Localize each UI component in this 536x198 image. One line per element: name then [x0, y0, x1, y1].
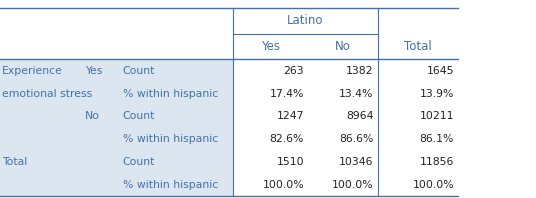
Bar	[0, 150, 121, 173]
Bar	[0, 105, 121, 128]
Text: emotional stress: emotional stress	[2, 89, 92, 99]
Text: Experience: Experience	[2, 66, 63, 76]
Text: No: No	[85, 111, 100, 121]
Bar	[0, 173, 121, 196]
Text: 1645: 1645	[427, 66, 454, 76]
Text: 11856: 11856	[420, 157, 454, 167]
Text: 86.1%: 86.1%	[420, 134, 454, 144]
Text: 13.9%: 13.9%	[420, 89, 454, 99]
Bar	[121, 82, 233, 105]
Text: 263: 263	[284, 66, 304, 76]
Text: % within hispanic: % within hispanic	[123, 134, 218, 144]
Text: 17.4%: 17.4%	[270, 89, 304, 99]
Text: Count: Count	[123, 157, 155, 167]
Text: No: No	[335, 40, 351, 53]
Text: 8964: 8964	[346, 111, 374, 121]
Text: 100.0%: 100.0%	[262, 180, 304, 190]
Text: 10211: 10211	[420, 111, 454, 121]
Text: 10346: 10346	[339, 157, 374, 167]
Bar	[0, 82, 121, 105]
Bar	[121, 150, 233, 173]
Bar	[121, 105, 233, 128]
Text: 86.6%: 86.6%	[339, 134, 374, 144]
Text: Total: Total	[2, 157, 27, 167]
Text: 1382: 1382	[346, 66, 374, 76]
Bar	[0, 128, 121, 150]
Text: Total: Total	[404, 40, 432, 53]
Text: 1510: 1510	[276, 157, 304, 167]
Bar	[121, 59, 233, 82]
Bar	[121, 128, 233, 150]
Text: Count: Count	[123, 111, 155, 121]
Text: 100.0%: 100.0%	[332, 180, 374, 190]
Bar	[121, 173, 233, 196]
Text: 1247: 1247	[277, 111, 304, 121]
Text: Latino: Latino	[287, 14, 324, 27]
Text: 82.6%: 82.6%	[270, 134, 304, 144]
Text: Count: Count	[123, 66, 155, 76]
Bar	[0, 59, 121, 82]
Text: Yes: Yes	[85, 66, 102, 76]
Text: 100.0%: 100.0%	[412, 180, 454, 190]
Text: % within hispanic: % within hispanic	[123, 180, 218, 190]
Text: 13.4%: 13.4%	[339, 89, 374, 99]
Text: % within hispanic: % within hispanic	[123, 89, 218, 99]
Text: Yes: Yes	[261, 40, 280, 53]
